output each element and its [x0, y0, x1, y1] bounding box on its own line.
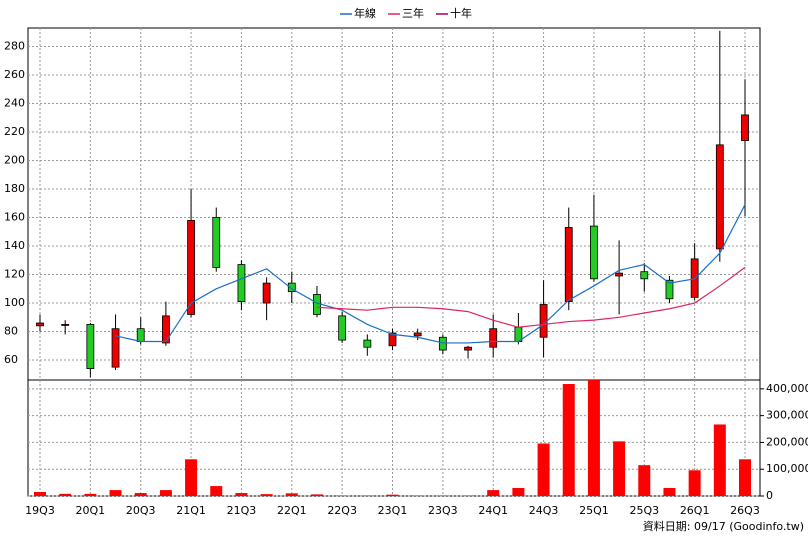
y-tick-label: 100 [4, 296, 25, 309]
ma-line [316, 266, 746, 328]
candle-body [388, 332, 397, 347]
candle-body [564, 227, 573, 303]
volume-bar [235, 493, 248, 496]
y-tick-label: 80 [4, 325, 18, 338]
candle-body [237, 264, 246, 303]
x-tick-label: 20Q1 [76, 504, 106, 517]
candle-body [715, 144, 724, 250]
candle-body [590, 225, 598, 280]
ma-line [115, 204, 746, 344]
y-tick-label: 180 [4, 182, 25, 195]
candle-body [464, 346, 472, 351]
x-tick-label: 24Q1 [478, 504, 508, 517]
volume-bar [739, 459, 751, 496]
x-tick-label: 25Q1 [579, 504, 609, 517]
volume-bar [134, 493, 147, 496]
volume-bar [462, 495, 475, 496]
volume-bar [436, 495, 449, 496]
volume-bar [688, 470, 701, 496]
volume-bar [663, 487, 676, 496]
candle-body [86, 324, 95, 369]
candle-body [539, 304, 548, 338]
y-tick-label: 240 [4, 97, 25, 110]
x-tick-label: 19Q3 [25, 504, 55, 517]
candle-body [61, 324, 70, 326]
y-tick-label: 280 [4, 40, 25, 53]
volume-bar [638, 465, 651, 496]
volume-bar [59, 493, 72, 496]
legend-label: 年線 [354, 6, 376, 20]
candle-body [287, 282, 296, 293]
candle-body [741, 114, 749, 141]
volume-bar [185, 459, 198, 496]
candle-body [615, 272, 624, 277]
y-tick-label: 120 [4, 268, 25, 281]
x-tick-label: 21Q3 [227, 504, 257, 517]
candle-body [640, 271, 649, 280]
volume-bar [336, 495, 349, 496]
candle-body [438, 336, 447, 351]
y2-tick-label: 300,000 [766, 409, 808, 422]
y2-tick-label: 0 [766, 489, 773, 502]
y-tick-label: 140 [4, 239, 25, 252]
x-tick-label: 23Q1 [378, 504, 408, 517]
volume-bar [587, 380, 600, 496]
y2-tick-label: 200,000 [766, 435, 808, 448]
volume-bar [285, 493, 298, 496]
volume-bar [713, 424, 726, 496]
x-tick-label: 22Q3 [327, 504, 357, 517]
candle-body [111, 328, 120, 368]
volume-bar [512, 487, 525, 496]
candle-body [363, 339, 372, 348]
legend-label: 十年 [450, 6, 472, 20]
legend-label: 三年 [402, 6, 424, 20]
y-tick-label: 260 [4, 68, 25, 81]
candle-body [413, 332, 422, 337]
candle-body [665, 279, 674, 300]
x-tick-label: 26Q1 [680, 504, 710, 517]
volume-bar [386, 494, 399, 496]
y-tick-label: 220 [4, 125, 25, 138]
volume-bar [210, 486, 223, 496]
candle-body [338, 315, 347, 341]
volume-bar [109, 490, 122, 496]
y-tick-label: 160 [4, 211, 25, 224]
volume-bar [361, 495, 374, 496]
candle-body [489, 328, 498, 348]
volume-bar [613, 441, 626, 496]
x-tick-label: 26Q3 [730, 504, 760, 517]
volume-bar [537, 443, 550, 496]
volume-bar [159, 490, 172, 496]
candle-body [313, 294, 321, 315]
y-tick-label: 60 [4, 353, 18, 366]
plot-frame [27, 27, 761, 497]
x-tick-label: 20Q3 [126, 504, 156, 517]
y2-tick-label: 400,000 [766, 382, 808, 395]
candle-body [212, 217, 221, 268]
x-tick-label: 22Q1 [277, 504, 307, 517]
annotation: 資料日期: 09/17 (Goodinfo.tw) [643, 519, 804, 533]
volume-bar [487, 490, 500, 496]
volume-bar [84, 493, 97, 496]
volume-bar [34, 491, 46, 496]
x-tick-label: 25Q3 [629, 504, 659, 517]
candle-body [187, 219, 195, 315]
candle-body [161, 315, 170, 344]
volume-bar [562, 384, 575, 496]
x-tick-label: 24Q3 [529, 504, 559, 517]
y2-tick-label: 100,000 [766, 462, 808, 475]
volume-bar [310, 494, 323, 496]
x-tick-label: 23Q3 [428, 504, 458, 517]
candle-body [36, 322, 44, 327]
volume-bar [411, 495, 424, 496]
candle-body [262, 282, 271, 304]
candle-body [136, 328, 145, 342]
y-tick-label: 200 [4, 154, 25, 167]
x-tick-label: 21Q1 [176, 504, 206, 517]
volume-bar [260, 494, 273, 496]
